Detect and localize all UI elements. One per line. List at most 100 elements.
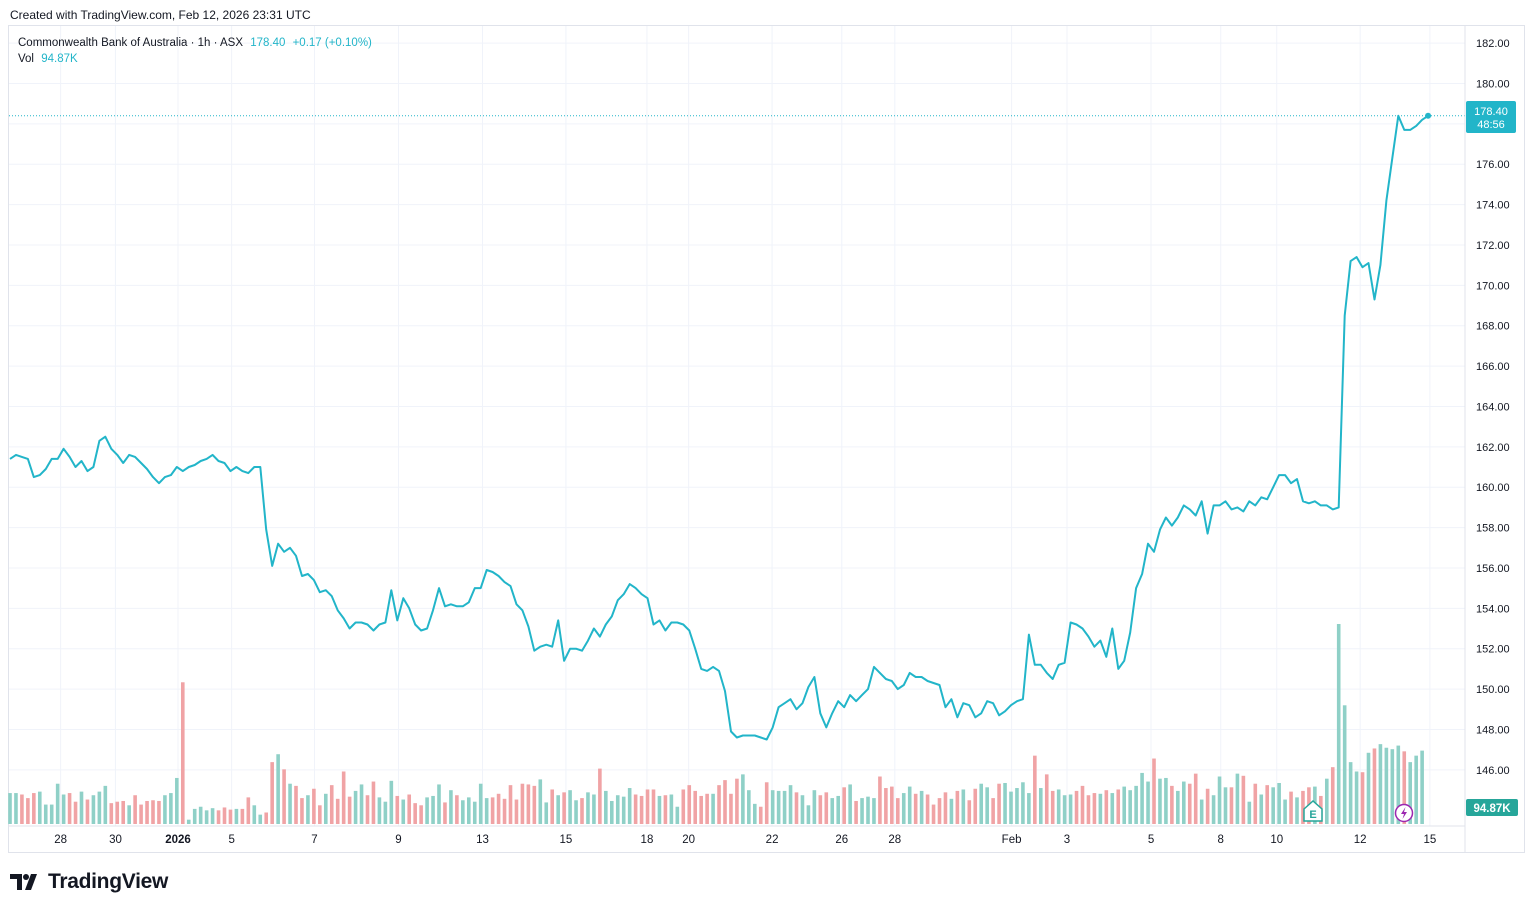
volume-bar	[1247, 801, 1252, 824]
volume-bar	[1003, 782, 1007, 824]
volume-bar	[228, 809, 233, 824]
volume-bar	[925, 794, 930, 824]
volume-bar	[955, 790, 960, 824]
volume-bar	[8, 793, 12, 824]
y-tick-label: 146.00	[1476, 765, 1510, 777]
volume-bar	[1098, 793, 1103, 824]
lightning-icon[interactable]	[1394, 803, 1414, 823]
x-tick-label: 3	[1064, 834, 1070, 846]
volume-bar	[508, 785, 513, 824]
volume-bar	[306, 795, 310, 824]
earnings-marker[interactable]: E	[1303, 799, 1323, 822]
volume-bar	[383, 801, 388, 824]
volume-bar	[163, 795, 167, 824]
volume-badge[interactable]: 94.87K	[1466, 799, 1518, 816]
volume-bar	[747, 790, 751, 824]
volume-bar	[1360, 772, 1365, 824]
volume-bar	[919, 790, 924, 824]
x-tick-label: 10	[1270, 834, 1283, 846]
volume-bar	[907, 786, 912, 824]
volume-bar	[621, 796, 626, 824]
volume-bar	[371, 781, 376, 824]
volume-bar	[562, 792, 566, 824]
volume-bar	[109, 803, 114, 824]
volume-bar	[633, 794, 638, 824]
volume-bar	[270, 762, 274, 824]
volume-bar	[1033, 755, 1037, 824]
volume-bar	[1295, 797, 1299, 824]
volume-bar	[1390, 749, 1395, 824]
volume-bar	[55, 783, 60, 824]
y-tick-label: 182.00	[1476, 38, 1510, 50]
volume-badge-value: 94.87K	[1473, 803, 1511, 815]
volume-bar	[157, 800, 161, 824]
volume-bar	[1217, 776, 1222, 824]
volume-bar	[812, 790, 817, 824]
last-price-dot	[1425, 112, 1432, 119]
volume-bar	[85, 799, 90, 824]
volume-bar	[580, 798, 584, 824]
volume-bar	[1140, 772, 1144, 824]
last-price: 178.40	[250, 37, 286, 49]
volume-bar	[1384, 747, 1389, 824]
volume-bar	[1378, 744, 1383, 824]
volume-bar	[335, 798, 340, 824]
volume-bar	[711, 793, 715, 824]
x-tick-label: 2026	[165, 834, 191, 846]
volume-bar	[502, 798, 507, 824]
volume-bar	[788, 785, 793, 824]
gridlines	[9, 26, 1465, 826]
x-tick-label: 5	[1148, 834, 1154, 846]
volume-bar	[1181, 781, 1186, 824]
x-tick-label: 30	[109, 834, 122, 846]
volume-bar	[615, 795, 620, 824]
volume-bar	[1283, 799, 1287, 824]
volume-bar	[1235, 773, 1240, 824]
volume-bar	[1408, 762, 1413, 824]
volume-bar	[1128, 790, 1132, 824]
volume-bar	[169, 793, 173, 824]
volume-value: 94.87K	[41, 53, 78, 65]
y-tick-label: 160.00	[1476, 482, 1510, 494]
time-axis: 28 30 2026 5 7 9 13 15 18 20 22 26 28 Feb 3 5 8 10 12 15	[54, 834, 1436, 846]
volume-bar	[1414, 755, 1418, 824]
volume-bar	[1420, 750, 1424, 824]
tradingview-logo[interactable]: TradingView	[10, 870, 168, 894]
volume-bar	[1134, 785, 1138, 824]
volume-bar	[1396, 745, 1401, 824]
volume-bar	[198, 806, 203, 824]
y-tick-label: 150.00	[1476, 684, 1510, 696]
volume-bar	[61, 794, 66, 824]
volume-bar	[1324, 778, 1329, 824]
volume-bar	[127, 805, 131, 824]
volume-bar	[139, 804, 143, 824]
x-tick-label: 5	[228, 834, 234, 846]
volume-bar	[252, 805, 257, 824]
volume-bar	[878, 776, 882, 824]
x-tick-label: 15	[1423, 834, 1436, 846]
volume-bar	[729, 793, 733, 824]
volume-bar	[830, 798, 835, 824]
volume-bar	[1062, 795, 1067, 824]
price-badge[interactable]: 178.40 48:56	[1466, 101, 1516, 133]
chart-legend: Commonwealth Bank of Australia · 1h · AS…	[18, 35, 372, 67]
volume-bar	[1289, 791, 1293, 824]
volume-bar	[890, 786, 894, 824]
volume-bar	[931, 804, 936, 824]
volume-bar	[884, 788, 888, 824]
y-tick-label: 164.00	[1476, 401, 1510, 413]
volume-bar	[347, 796, 352, 824]
volume-bar	[1110, 793, 1115, 824]
volume-bar	[103, 785, 108, 824]
y-tick-label: 162.00	[1476, 442, 1510, 454]
price-badge-countdown: 48:56	[1477, 119, 1505, 131]
volume-bar	[79, 791, 84, 824]
volume-bar	[151, 800, 155, 824]
volume-bar	[455, 795, 459, 824]
x-tick-label: 8	[1218, 834, 1224, 846]
volume-bar	[359, 784, 364, 824]
volume-bar	[222, 807, 227, 824]
volume-bar	[752, 803, 757, 824]
volume-bar	[1330, 767, 1335, 824]
